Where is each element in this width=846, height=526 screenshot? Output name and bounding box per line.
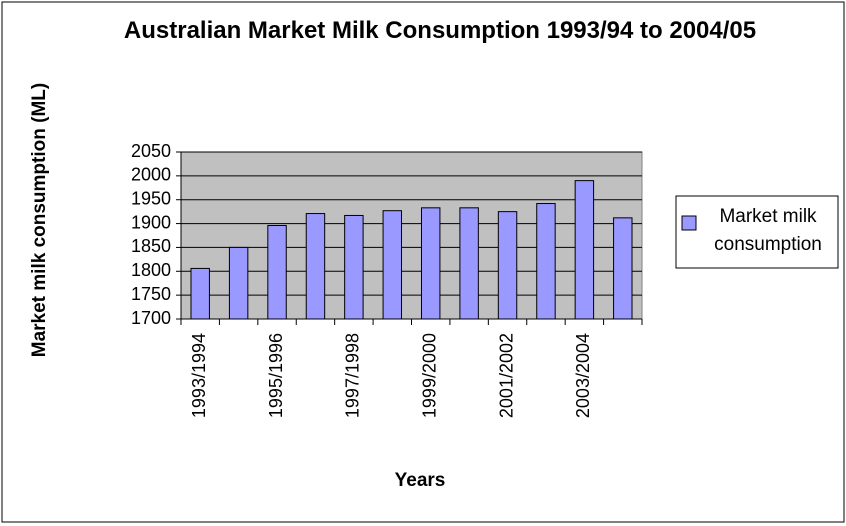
x-tick-label: 1993/1994 xyxy=(189,333,209,418)
bar xyxy=(228,246,249,320)
y-axis-title: Market milk consumption (ML) xyxy=(29,82,50,358)
bar xyxy=(574,180,595,320)
y-tick-label: 1850 xyxy=(131,236,171,256)
y-tick-label: 1800 xyxy=(131,260,171,280)
y-tick-label: 1950 xyxy=(131,188,171,208)
y-tick-label: 1900 xyxy=(131,212,171,232)
bar xyxy=(267,224,287,320)
plot-area xyxy=(180,151,643,320)
y-tick-label: 1750 xyxy=(131,284,171,304)
x-tick-label: 1997/1998 xyxy=(343,333,363,418)
y-tick-label: 2050 xyxy=(131,141,171,161)
bar xyxy=(420,207,441,320)
bar xyxy=(344,214,364,320)
chart-title: Australian Market Milk Consumption 1993/… xyxy=(123,17,757,44)
y-tick-label: 1700 xyxy=(131,308,171,328)
bar xyxy=(536,203,556,320)
x-tick-label: 2001/2002 xyxy=(496,333,516,418)
x-tick-label: 2003/2004 xyxy=(573,333,593,418)
bar xyxy=(305,213,326,320)
legend-box xyxy=(675,195,839,269)
x-axis-title: Years xyxy=(395,470,446,491)
x-tick-label: 1999/2000 xyxy=(419,333,439,418)
legend-label: Market milk consumption xyxy=(714,206,822,255)
legend-swatch xyxy=(681,215,697,231)
bar xyxy=(459,207,479,320)
y-tick-label: 2000 xyxy=(131,165,171,185)
x-tick-label: 1995/1996 xyxy=(266,333,286,418)
bar xyxy=(190,267,210,320)
bar xyxy=(497,211,518,320)
bar xyxy=(613,217,633,320)
bar xyxy=(382,210,403,320)
